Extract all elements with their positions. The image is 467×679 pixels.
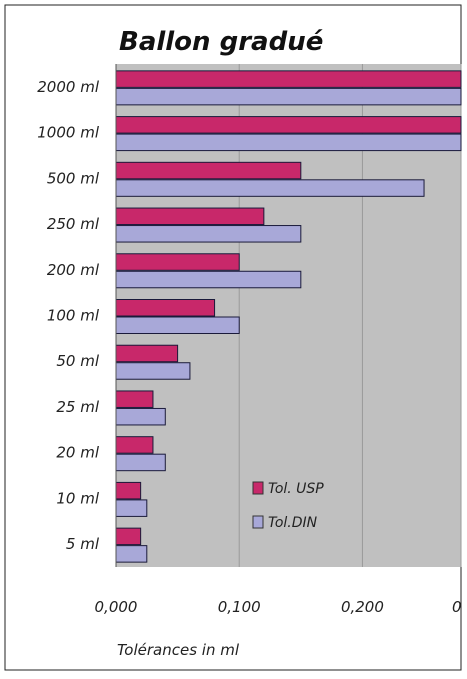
- category-label: 250 ml: [47, 215, 100, 233]
- bar-usp: [115, 207, 265, 226]
- bars: [115, 70, 462, 563]
- bar-usp: [115, 253, 240, 271]
- category-label: 25 ml: [56, 398, 99, 416]
- chart-title: Ballon gradué: [119, 27, 323, 57]
- category-label: 5 ml: [66, 535, 100, 553]
- bar-din: [115, 499, 148, 517]
- bar-usp: [115, 436, 154, 454]
- x-tick-label: 0: [452, 598, 462, 616]
- bar-usp: [115, 116, 462, 134]
- bar-usp: [115, 70, 462, 88]
- bar-usp: [115, 299, 216, 317]
- bar-din: [115, 225, 302, 243]
- x-tick-label: 0,100: [218, 598, 261, 616]
- bar-din: [115, 270, 302, 289]
- category-label: 20 ml: [56, 444, 99, 462]
- legend-swatch-din: [252, 515, 264, 529]
- category-label: 100 ml: [47, 307, 100, 325]
- bar-usp: [115, 527, 142, 546]
- x-tick-labels: 0,000 0,100 0,200 0: [95, 598, 462, 616]
- x-tick-label: 0,000: [95, 598, 138, 616]
- category-label: 50 ml: [56, 352, 99, 370]
- category-label: 200 ml: [47, 261, 100, 279]
- legend-label-usp: Tol. USP: [268, 481, 324, 497]
- bar-usp: [115, 344, 179, 363]
- legend-label-din: Tol.DIN: [268, 515, 318, 531]
- bar-din: [115, 179, 425, 197]
- bar-din: [115, 362, 191, 380]
- category-labels: 2000 ml 1000 ml 500 ml 250 ml 200 ml 100 ml 50…: [37, 78, 100, 553]
- bar-usp: [115, 161, 302, 180]
- bar-din: [115, 316, 240, 334]
- category-label: 500 ml: [47, 169, 100, 187]
- bar-din: [115, 453, 166, 472]
- bar-din: [115, 87, 462, 106]
- bar-din: [115, 545, 148, 563]
- x-tick-label: 0,200: [341, 598, 384, 616]
- category-label: 2000 ml: [37, 78, 100, 96]
- legend: Tol. USP Tol.DIN: [252, 481, 324, 531]
- category-label: 1000 ml: [37, 124, 100, 142]
- x-axis-caption: Tolérances in ml: [117, 641, 240, 659]
- bar-usp: [115, 481, 142, 500]
- category-label: 10 ml: [56, 489, 99, 507]
- bar-usp: [115, 390, 154, 408]
- legend-swatch-usp: [252, 481, 264, 495]
- bar-din: [115, 407, 166, 426]
- bar-din: [115, 133, 462, 152]
